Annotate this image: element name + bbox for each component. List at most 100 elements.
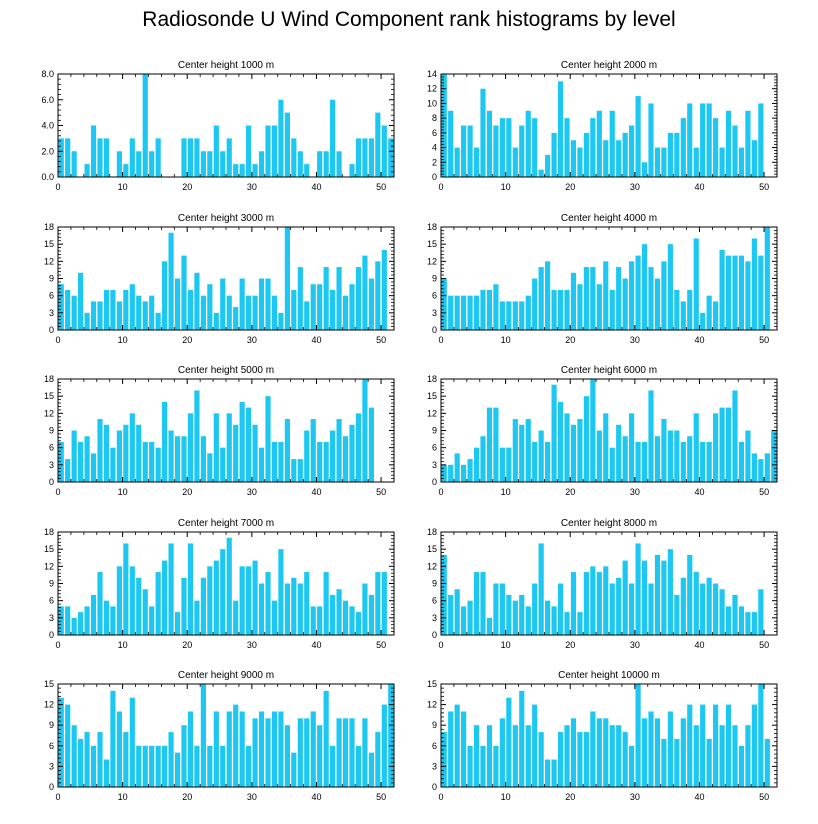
y-tick-label: 3 — [432, 308, 437, 318]
panel-title: Center height 10000 m — [558, 670, 660, 681]
bar — [174, 436, 181, 482]
bar — [297, 459, 303, 482]
bar — [304, 301, 310, 330]
bar — [310, 711, 316, 787]
bar — [355, 413, 362, 482]
bar — [758, 103, 764, 177]
bar — [181, 436, 187, 482]
bar — [355, 745, 362, 787]
y-tick-label: 6 — [432, 291, 437, 301]
y-tick-label: 15 — [427, 544, 437, 554]
bar — [110, 447, 116, 482]
bar — [362, 379, 368, 482]
bar — [493, 745, 499, 787]
bar — [381, 125, 387, 177]
bar — [551, 606, 557, 635]
bar — [362, 583, 368, 635]
bar — [71, 430, 77, 482]
bar — [200, 295, 206, 330]
bar — [725, 704, 732, 787]
bar — [213, 560, 219, 635]
bar — [577, 419, 583, 482]
x-tick-label: 40 — [311, 182, 321, 192]
bar — [239, 164, 245, 178]
bar — [564, 612, 570, 635]
y-tick-label: 12 — [44, 408, 54, 418]
bar — [538, 543, 544, 635]
bar — [680, 718, 686, 787]
bar — [168, 232, 174, 330]
y-tick-label: 9 — [432, 426, 437, 436]
bar — [751, 704, 757, 787]
y-tick-label: 8.0 — [41, 69, 54, 79]
bar — [220, 151, 226, 177]
x-tick-label: 20 — [182, 335, 192, 345]
bar — [713, 118, 719, 177]
bar — [732, 125, 738, 177]
bar — [480, 88, 486, 177]
x-tick-label: 30 — [630, 335, 640, 345]
bar — [603, 566, 609, 635]
bar — [239, 401, 245, 482]
bar — [648, 583, 654, 635]
y-tick-label: 3 — [432, 460, 437, 470]
bar — [349, 284, 355, 330]
panel-title: Center height 5000 m — [178, 365, 274, 376]
panel-title: Center height 8000 m — [561, 518, 657, 529]
bar — [654, 436, 661, 482]
bar — [123, 732, 129, 787]
bar — [116, 301, 122, 330]
bar — [713, 301, 719, 330]
y-tick-label: 15 — [427, 239, 437, 249]
bar — [265, 278, 271, 330]
y-tick-label: 6 — [432, 741, 437, 751]
x-tick-label: 30 — [247, 182, 257, 192]
bar — [719, 407, 725, 482]
bar — [116, 151, 122, 177]
bar — [349, 606, 355, 635]
bar — [71, 295, 77, 330]
bar — [596, 430, 602, 482]
bar — [194, 600, 200, 635]
bar — [252, 295, 258, 330]
bar — [512, 301, 518, 330]
bar — [577, 147, 583, 177]
x-tick-label: 50 — [759, 792, 769, 802]
bar — [381, 704, 387, 787]
bar — [278, 711, 284, 787]
bar — [545, 441, 551, 482]
bar — [116, 430, 122, 482]
y-tick-label: 4.0 — [41, 121, 54, 131]
bar — [570, 140, 577, 177]
bar — [564, 118, 570, 177]
bar — [129, 138, 135, 178]
bar — [738, 745, 745, 787]
bar — [454, 295, 460, 330]
page-title: Radiosonde U Wind Component rank histogr… — [142, 8, 676, 31]
bar — [136, 151, 142, 177]
bar — [142, 441, 148, 482]
x-tick-label: 10 — [501, 182, 511, 192]
y-tick-label: 0 — [49, 630, 54, 640]
y-tick-label: 0 — [432, 630, 437, 640]
y-tick-label: 18 — [44, 527, 54, 537]
panel-9: Center height 9000 m 0 10 20 30 40 50 0 3 6 9 12 15 — [44, 670, 395, 802]
bar — [448, 110, 454, 177]
bar — [271, 441, 278, 482]
panel-1: Center height 1000 m 0 10 20 30 40 50 0.0 2.0 4.0… — [41, 60, 395, 192]
bar — [680, 577, 686, 635]
bar — [174, 752, 181, 787]
x-tick-label: 20 — [565, 182, 575, 192]
bar — [90, 125, 97, 177]
bar — [480, 436, 486, 482]
bar — [123, 424, 129, 482]
bar — [706, 103, 712, 177]
bar — [265, 572, 271, 635]
bar — [687, 554, 693, 635]
y-tick-label: 2 — [432, 157, 437, 167]
bar — [317, 151, 323, 177]
bar — [473, 147, 480, 177]
bar — [461, 606, 467, 635]
bar — [674, 132, 680, 177]
bar — [65, 704, 71, 787]
